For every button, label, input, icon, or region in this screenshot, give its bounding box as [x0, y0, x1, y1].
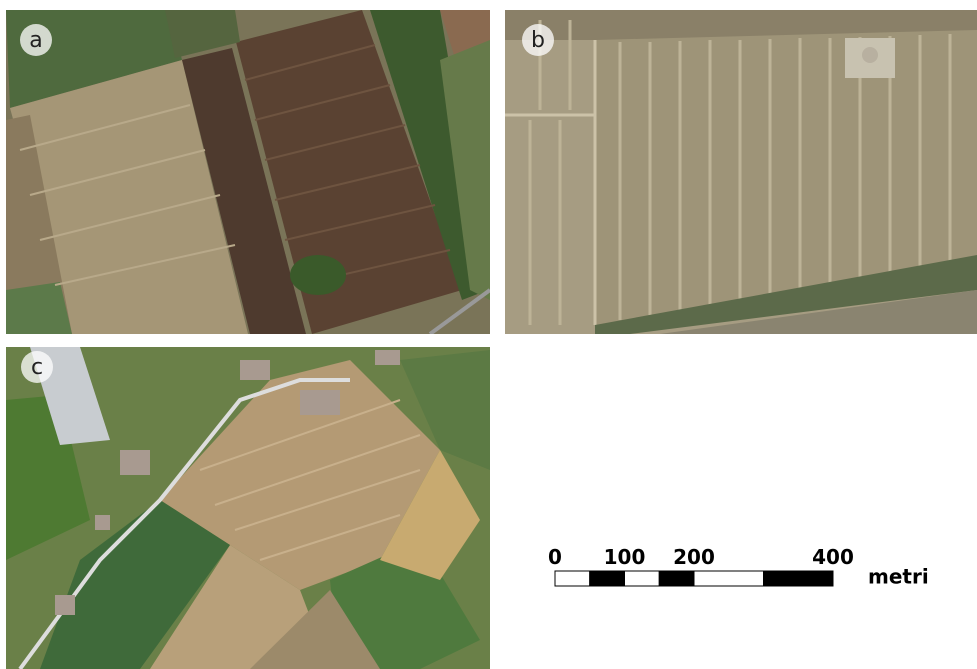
scale-tick-label: 100	[604, 545, 646, 569]
scale-segment	[625, 571, 660, 586]
scale-bar: 0 100 200 400	[548, 545, 854, 586]
panel-label: b	[531, 28, 545, 53]
panel-label: c	[31, 355, 43, 380]
scale-segment	[659, 571, 694, 586]
scale-tick-label: 0	[548, 545, 562, 569]
aerial-image-b	[505, 10, 977, 334]
scale-tick-label: 400	[812, 545, 854, 569]
scale-tick-label: 200	[673, 545, 715, 569]
scale-segment	[555, 571, 590, 586]
aerial-image-a	[6, 10, 490, 334]
scale-segment	[764, 571, 834, 586]
scale-segment	[590, 571, 625, 586]
panel-label: a	[29, 28, 42, 53]
aerial-image-c	[6, 347, 490, 669]
figure: a b	[0, 0, 977, 669]
scale-segment	[694, 571, 764, 586]
scale-unit: metri	[868, 565, 929, 589]
